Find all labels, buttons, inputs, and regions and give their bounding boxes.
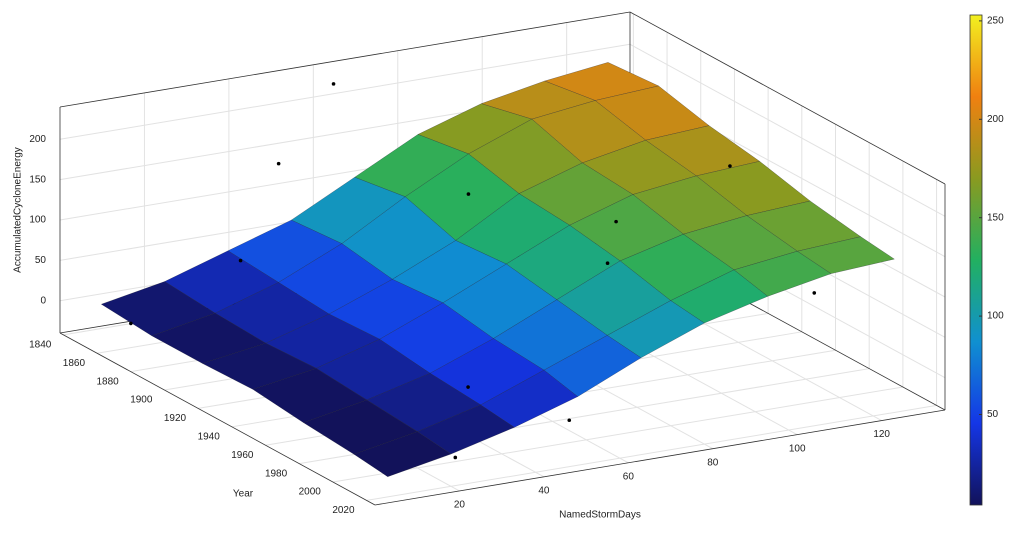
data-point — [567, 418, 572, 423]
z-axis-label: AccumulatedCycloneEnergy — [13, 147, 24, 273]
data-point — [605, 261, 610, 266]
z-tick-label: 0 — [40, 295, 46, 306]
y-tick-label: 1940 — [198, 431, 221, 442]
y-tick-label: 1880 — [96, 376, 119, 387]
axis-box — [374, 409, 946, 506]
y-tick-label: 1920 — [164, 413, 187, 424]
y-tick-label: 1860 — [63, 358, 86, 369]
axis-box — [629, 11, 946, 185]
y-tick-label: 2000 — [299, 487, 322, 498]
data-point — [728, 164, 732, 168]
surface-patch — [353, 431, 452, 477]
grid-line — [629, 43, 946, 217]
data-point — [466, 192, 471, 196]
axis-box — [59, 11, 631, 108]
x-tick-label: 80 — [707, 457, 719, 468]
x-tick-label: 100 — [789, 443, 806, 454]
colorbar-tick-label: 200 — [987, 114, 1004, 125]
x-tick-label: 20 — [454, 500, 466, 511]
x-tick-label: 120 — [873, 429, 890, 440]
data-point — [453, 455, 458, 460]
y-tick-label: 1900 — [130, 395, 153, 406]
y-axis-label: Year — [233, 489, 254, 500]
x-tick-label: 40 — [538, 485, 550, 496]
data-point — [276, 161, 281, 166]
z-tick-label: 50 — [35, 255, 47, 266]
x-tick-label: 60 — [623, 471, 635, 482]
x-axis-label: NamedStormDays — [559, 510, 641, 521]
data-point — [812, 291, 817, 295]
y-tick-label: 1840 — [29, 339, 52, 350]
data-point — [614, 219, 618, 224]
data-point — [238, 258, 243, 263]
grid-line — [332, 386, 903, 483]
colorbar-tick-label: 50 — [987, 409, 999, 420]
y-tick-label: 1980 — [265, 468, 288, 479]
z-tick-label: 150 — [29, 174, 46, 185]
data-point — [129, 321, 133, 326]
colorbar-tick-label: 150 — [987, 212, 1004, 223]
grid-line — [59, 43, 631, 140]
z-tick-label: 100 — [29, 215, 46, 226]
data-point — [331, 82, 336, 86]
colorbar — [969, 14, 983, 506]
data-point — [466, 385, 470, 389]
colorbar-tick-label: 250 — [987, 16, 1004, 27]
y-tick-label: 1960 — [231, 450, 254, 461]
colorbar-tick-label: 100 — [987, 311, 1004, 322]
grid-line — [366, 404, 937, 501]
z-tick-label: 200 — [29, 134, 46, 145]
axis-box — [59, 332, 376, 506]
y-tick-label: 2020 — [332, 505, 355, 516]
